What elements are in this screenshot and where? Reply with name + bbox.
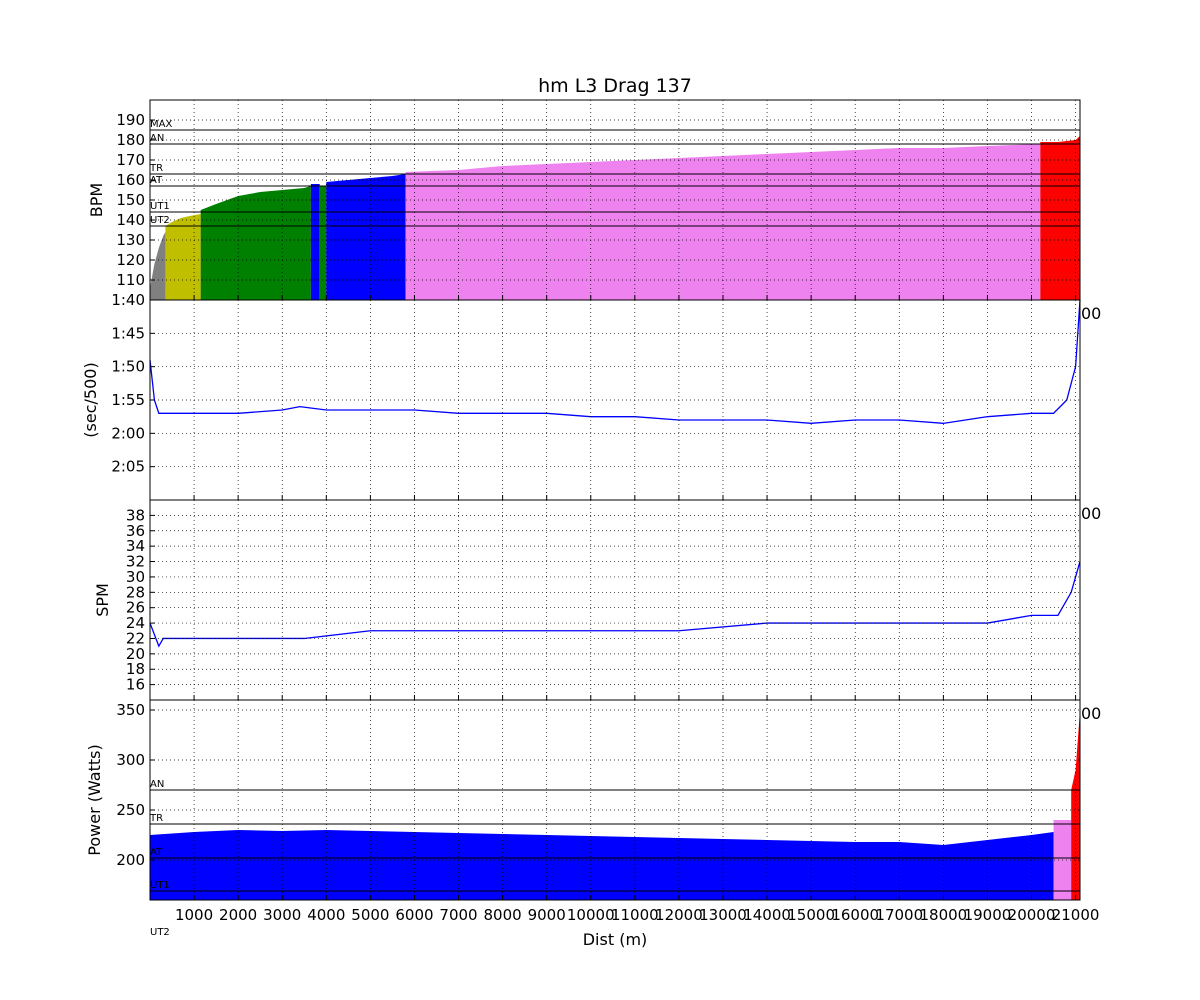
heart-rate-ytick-label: 180 — [116, 131, 145, 149]
pace-overflow-label: 00 — [1081, 304, 1101, 323]
heart-rate-ytick-label: 150 — [116, 191, 145, 209]
x-tick-label: 16000 — [831, 906, 879, 924]
power-ylabel: Power (Watts) — [85, 744, 104, 855]
stroke-rate-ytick-label: 22 — [126, 629, 145, 647]
pace-ytick-label: 1:45 — [111, 324, 145, 342]
heart-rate-zone-label-tr: TR — [149, 163, 163, 174]
power-overflow-label: 00 — [1081, 704, 1101, 723]
stroke-rate-ytick-label: 18 — [126, 660, 145, 678]
stroke-rate-ytick-label: 38 — [126, 506, 145, 524]
heart-rate-area-6 — [405, 144, 1041, 300]
x-tick-label: 5000 — [351, 906, 389, 924]
stroke-rate-ytick-label: 34 — [126, 537, 145, 555]
stroke-rate-ytick-label: 36 — [126, 522, 145, 540]
stroke-rate-ytick-label: 20 — [126, 645, 145, 663]
heart-rate-area-4 — [319, 186, 327, 300]
stroke-rate-ytick-label: 16 — [126, 676, 145, 694]
heart-rate-zone-label-ut1: UT1 — [150, 201, 170, 212]
heart-rate-area-0 — [150, 232, 166, 300]
x-tick-label: 12000 — [655, 906, 703, 924]
power-zone-label-at: AT — [150, 847, 163, 858]
heart-rate-ytick-label: 130 — [116, 231, 145, 249]
power-zone-label-tr: TR — [149, 813, 163, 824]
power-ytick-label: 350 — [116, 701, 145, 719]
hr-ylabel: BPM — [87, 183, 106, 217]
stroke-rate-frame — [149, 499, 1081, 701]
heart-rate-area-1 — [165, 214, 201, 300]
power-zone-label-an: AN — [150, 779, 164, 790]
stroke-rate-ytick-label: 24 — [126, 614, 145, 632]
heart-rate-area-3 — [310, 184, 320, 300]
power-ytick-label: 250 — [116, 801, 145, 819]
chart-title: hm L3 Drag 137 — [538, 75, 692, 97]
pace-ytick-label: 1:55 — [111, 391, 145, 409]
power-zone-label-ut2: UT2 — [150, 927, 170, 938]
power-ytick-label: 300 — [116, 751, 145, 769]
heart-rate-zone-label-at: AT — [150, 175, 163, 186]
spm-ylabel: SPM — [93, 583, 112, 617]
x-tick-label: 18000 — [920, 906, 968, 924]
x-tick-label: 10000 — [567, 906, 615, 924]
pace-ytick-label: 2:05 — [111, 458, 145, 476]
heart-rate-area-2 — [200, 186, 311, 300]
stroke-rate-line-0 — [149, 561, 1081, 648]
x-tick-label: 1000 — [175, 906, 213, 924]
heart-rate-zone-label-an: AN — [150, 133, 164, 144]
x-tick-label: 3000 — [263, 906, 301, 924]
x-tick-label: 9000 — [528, 906, 566, 924]
x-tick-label: 17000 — [875, 906, 923, 924]
x-tick-label: 19000 — [964, 906, 1012, 924]
heart-rate-zone-label-max: MAX — [150, 119, 172, 130]
heart-rate-ytick-label: 170 — [116, 151, 145, 169]
spm-overflow-label: 00 — [1081, 504, 1101, 523]
x-tick-label: 7000 — [439, 906, 477, 924]
heart-rate-ytick-label: 160 — [116, 171, 145, 189]
heart-rate-ytick-label: 120 — [116, 251, 145, 269]
pace-ytick-label: 1:50 — [111, 358, 145, 376]
x-tick-label: 13000 — [699, 906, 747, 924]
power-area-0 — [150, 830, 1054, 900]
x-tick-label: 20000 — [1008, 906, 1056, 924]
stroke-rate-ytick-label: 26 — [126, 599, 145, 617]
pace-line-0 — [149, 299, 1081, 424]
pace-ylabel: (sec/500) — [81, 362, 100, 437]
x-tick-label: 8000 — [484, 906, 522, 924]
x-tick-label: 15000 — [787, 906, 835, 924]
heart-rate-ytick-label: 190 — [116, 111, 145, 129]
pace-ytick-label: 1:40 — [111, 291, 145, 309]
stroke-rate-ytick-label: 28 — [126, 583, 145, 601]
heart-rate-area-5 — [326, 174, 406, 300]
x-axis-label: Dist (m) — [583, 930, 648, 949]
x-tick-label: 4000 — [307, 906, 345, 924]
x-tick-label: 14000 — [743, 906, 791, 924]
stroke-rate-ytick-label: 30 — [126, 568, 145, 586]
heart-rate-ytick-label: 140 — [116, 211, 145, 229]
power-ytick-label: 200 — [116, 851, 145, 869]
x-tick-label: 6000 — [395, 906, 433, 924]
power-zone-label-ut1: UT1 — [150, 880, 170, 891]
x-tick-label: 2000 — [219, 906, 257, 924]
heart-rate-ytick-label: 110 — [116, 271, 145, 289]
heart-rate-zone-label-ut2: UT2 — [150, 215, 170, 226]
x-tick-label: 21000 — [1052, 906, 1100, 924]
pace-ytick-label: 2:00 — [111, 424, 145, 442]
power-frame — [149, 699, 1081, 901]
stroke-rate-ytick-label: 32 — [126, 553, 145, 571]
x-tick-label: 11000 — [611, 906, 659, 924]
heart-rate-area-7 — [1040, 136, 1080, 300]
